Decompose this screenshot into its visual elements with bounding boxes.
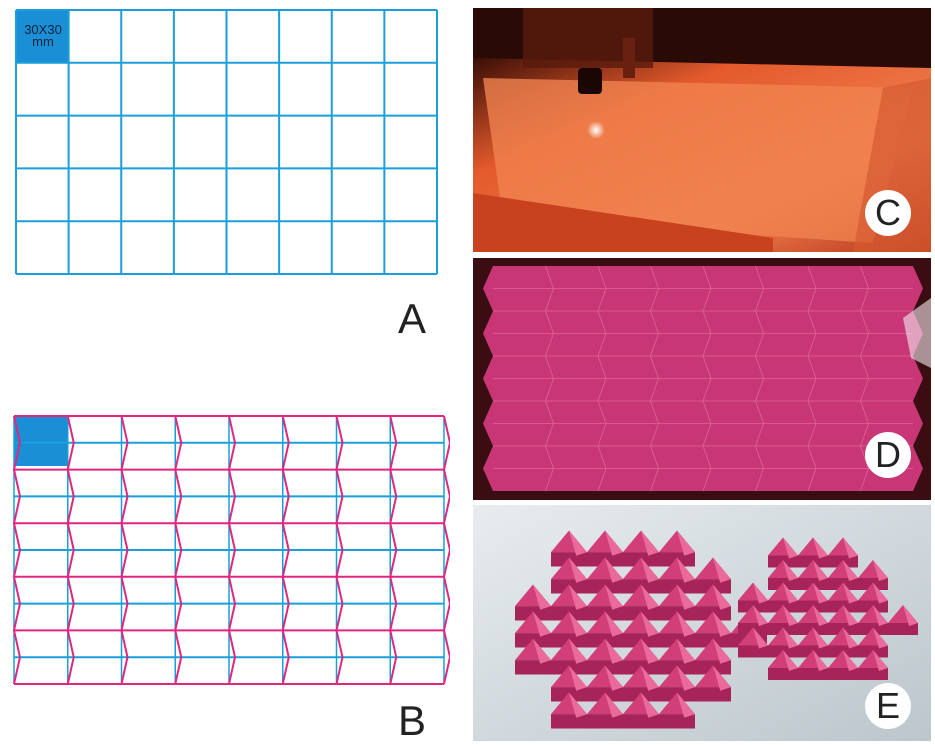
cell-size-line2: mm [32, 34, 54, 49]
panel-label-c: C [865, 190, 911, 236]
panel-label-a: A [398, 295, 427, 342]
panel-label-b: B [398, 697, 427, 744]
panel-d-scored-sheet-photo [473, 258, 931, 500]
panel-c-laser-cutting-photo [473, 8, 931, 252]
cell-size-line1: 30X30 [24, 22, 62, 37]
panel-label-e: E [865, 683, 911, 729]
panel-e-folded-result-photo [473, 505, 931, 741]
panel-a-grid [15, 9, 438, 275]
cell-size-label: 30X30 mm [17, 22, 69, 49]
panel-label-d: D [865, 432, 911, 478]
highlighted-cell [16, 10, 68, 62]
highlighted-cell [14, 416, 68, 466]
panel-b-crease-pattern [12, 415, 450, 685]
